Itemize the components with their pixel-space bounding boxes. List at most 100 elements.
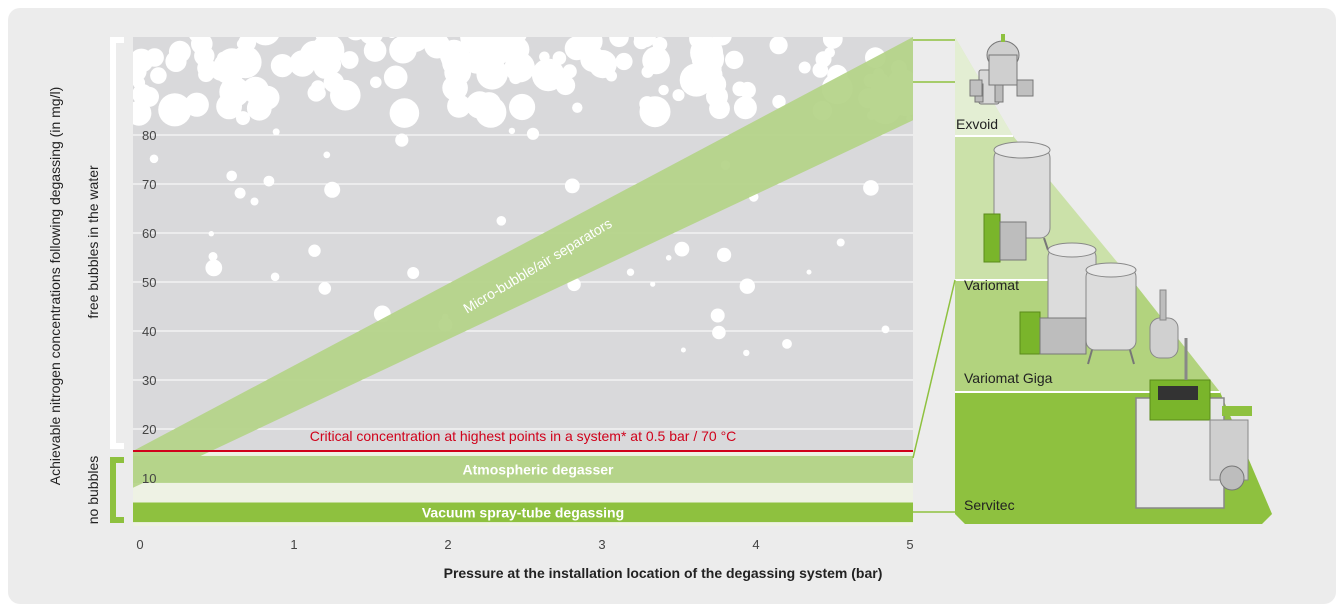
bubbles — [133, 37, 913, 357]
bubble — [689, 37, 710, 50]
bubble — [481, 37, 511, 66]
bubble — [133, 60, 147, 82]
bubble — [238, 37, 257, 52]
bubble — [782, 339, 792, 349]
device-label-variomat-giga: Variomat Giga — [964, 370, 1053, 386]
bubble — [389, 37, 417, 64]
bubble — [133, 100, 152, 126]
y-tick-label: 30 — [142, 373, 156, 388]
bubble — [710, 308, 725, 323]
bubble — [712, 37, 732, 46]
bubble — [863, 180, 879, 196]
bubble — [672, 89, 685, 102]
bubble — [572, 102, 583, 113]
bubble — [531, 58, 565, 92]
bubble — [712, 325, 726, 340]
bubble — [219, 76, 250, 108]
bubble — [383, 65, 408, 90]
bubble — [772, 95, 786, 109]
bubble — [208, 231, 214, 237]
y-tick-labels: 10 20 30 40 50 60 70 80 — [142, 128, 156, 486]
bubble — [486, 97, 499, 110]
bubble — [447, 94, 471, 118]
connector-atmos — [912, 279, 956, 459]
bubble — [609, 37, 629, 48]
bubble — [508, 93, 536, 121]
bubble — [725, 50, 744, 70]
exvoid-device-image — [969, 34, 1034, 105]
bubble — [236, 111, 250, 126]
bubble — [564, 178, 580, 194]
bubble — [626, 268, 635, 276]
bubble — [318, 282, 332, 295]
x-tick-label: 1 — [290, 537, 297, 552]
critical-line-label: Critical concentration at highest points… — [310, 428, 737, 444]
bubble — [308, 244, 321, 257]
bubble — [508, 127, 516, 135]
x-tick-label: 2 — [444, 537, 451, 552]
x-tick-labels: 0 1 2 3 4 5 — [136, 537, 913, 552]
bubble — [650, 281, 656, 287]
bubble — [496, 216, 507, 226]
bubble — [198, 66, 214, 83]
bubble — [615, 52, 633, 71]
x-tick-label: 5 — [906, 537, 913, 552]
bubble — [658, 84, 669, 96]
bubble — [798, 61, 811, 74]
variomat-giga-device-image — [1019, 242, 1137, 365]
bubble — [208, 252, 218, 261]
y-tick-label: 50 — [142, 275, 156, 290]
device-label-variomat: Variomat — [964, 277, 1019, 293]
bubble — [691, 51, 703, 63]
bubble — [732, 81, 748, 97]
y-tick-label: 20 — [142, 422, 156, 437]
vacuum-label: Vacuum spray-tube degassing — [422, 504, 624, 520]
bubble — [149, 154, 159, 164]
bubble — [639, 96, 671, 128]
bubble — [733, 96, 757, 120]
y-tick-label: 10 — [142, 471, 156, 486]
y-tick-label: 70 — [142, 177, 156, 192]
variomat-device-image — [983, 141, 1051, 263]
bubble — [476, 58, 508, 90]
bubble — [562, 64, 577, 79]
bubble — [272, 128, 280, 136]
bubble — [442, 48, 472, 78]
bubble — [270, 272, 280, 282]
x-tick-label: 0 — [136, 537, 143, 552]
bubble — [836, 238, 845, 247]
bubble — [324, 181, 341, 198]
bubble — [407, 267, 420, 279]
bubble — [526, 127, 540, 140]
bubble — [370, 76, 382, 89]
bubble — [815, 51, 832, 68]
bubble — [150, 67, 167, 84]
bubble — [508, 56, 533, 80]
bubble — [395, 133, 409, 147]
bubble — [311, 37, 345, 67]
x-tick-label: 4 — [752, 537, 759, 552]
free-bubbles-label: free bubbles in the water — [85, 165, 101, 319]
x-tick-label: 3 — [598, 537, 605, 552]
y-tick-label: 80 — [142, 128, 156, 143]
bubble — [189, 100, 206, 117]
free-bubbles-bracket — [110, 37, 124, 449]
device-panel: Exvoid Variomat Variomat Giga Servitec — [912, 34, 1272, 524]
bubble — [168, 40, 191, 63]
bubble — [340, 51, 359, 69]
no-bubbles-bracket — [110, 457, 124, 523]
x-axis-title: Pressure at the installation location of… — [444, 565, 883, 581]
bubble — [806, 269, 812, 275]
bubble — [388, 37, 396, 38]
no-bubbles-label: no bubbles — [85, 456, 101, 525]
device-label-servitec: Servitec — [964, 497, 1015, 513]
bubble — [709, 98, 730, 119]
bubble — [605, 70, 618, 82]
bubble — [680, 347, 686, 353]
bubble — [307, 84, 325, 102]
bubble — [323, 72, 344, 93]
bubble — [389, 98, 420, 128]
bubble — [769, 37, 788, 55]
bubble — [263, 175, 275, 187]
